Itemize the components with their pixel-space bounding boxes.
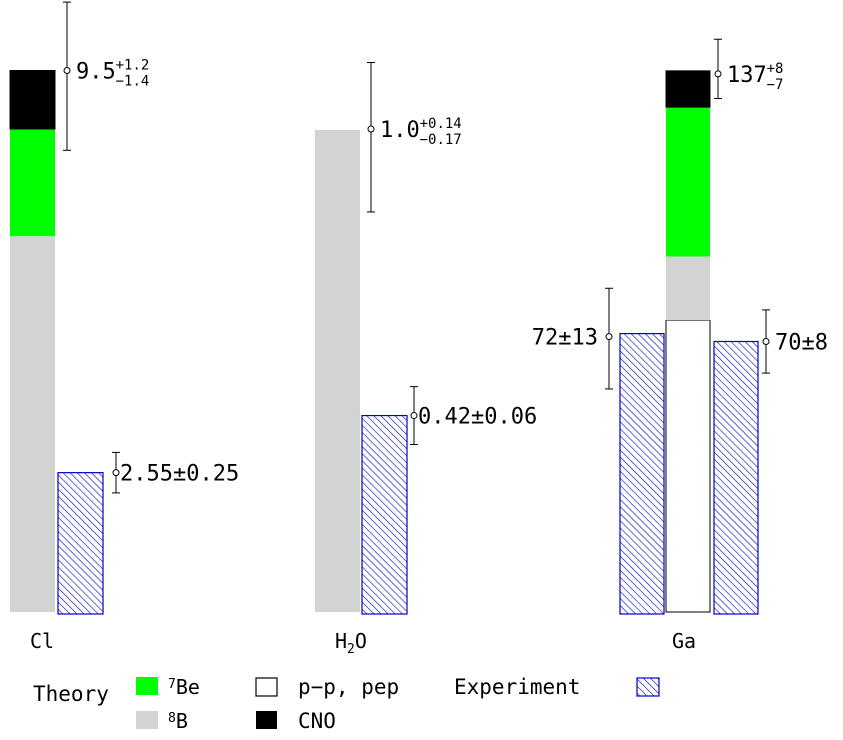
legend-swatch-pp [255,677,278,697]
legend-label-be7-mass: 7 [168,677,176,692]
theory-label-ga: 137 +8−7 [727,61,783,93]
x-label-ga: Ga [672,629,696,653]
legend-theory-label: Theory [33,682,109,706]
theory-error-ga-center [714,70,722,78]
measured-error-ga-b-center [762,338,770,345]
theory-bar-ga-b8 [666,256,710,321]
value-labels-layer: 9.5 +1.2−1.4 2.55±0.25 1.0 +0.14−0.17 0.42±0.… [76,58,828,487]
measured-bar-ga-b [713,340,759,615]
x-label-cl: Cl [30,629,54,653]
theory-bar-cl-b8 [10,236,55,612]
legend-swatch-b8 [136,711,158,729]
theory-label-h2o-sup: +0.14 [420,116,462,132]
measured-bar-h2o [361,414,408,615]
x-label-h2o-h: H [335,629,347,653]
theory-bar-ga-cno [665,70,711,108]
legend-label-b8-mass: 8 [168,711,176,726]
x-label-h2o-o: O [355,629,367,653]
legend-label-b8-sym: B [176,709,188,733]
x-label-h2o-sub: 2 [347,642,355,657]
error-bars-layer [63,1,770,494]
theory-label-cl-sup: +1.2 [116,58,150,74]
theory-label-ga-sub: −7 [767,77,784,93]
measured-bar-ga-a [619,333,665,615]
theory-label-ga-sup: +8 [767,61,784,77]
legend-label-pp: p−p, pep [298,675,399,699]
legend-label-be7-sym: Be [176,675,200,699]
theory-label-h2o-sub: −0.17 [420,132,462,148]
theory-bar-cl-be7 [10,128,55,237]
measured-label-cl: 2.55±0.25 [120,462,239,487]
theory-label-h2o-main: 1.0 [380,118,420,143]
legend-label-be7: 7Be [168,675,200,699]
theory-label-cl-main: 9.5 [76,60,116,85]
measured-label-h2o: 0.42±0.06 [418,405,537,430]
theory-label-cl: 9.5 +1.2−1.4 [76,58,149,90]
legend-label-cno: CNO [298,709,336,733]
x-label-h2o: H2O [335,629,367,657]
measured-bar-cl [57,472,104,615]
legend-swatch-be7 [136,677,158,695]
legend-swatch-cno [256,711,277,729]
theory-bar-cl-cno [9,70,56,130]
legend-experiment-label: Experiment [454,675,580,699]
measured-label-ga-a: 72±13 [532,326,598,351]
theory-error-cl-center [63,67,71,74]
measured-error-h2o-center [410,412,418,420]
theory-bar-ga-be7 [666,107,710,257]
theory-error-h2o-center [367,125,375,133]
x-axis-labels: Cl H2O Ga [30,629,696,657]
legend-label-b8: 8B [168,709,188,733]
theory-bar-ga-pp [665,319,711,613]
theory-label-cl-sub: −1.4 [116,74,150,90]
legend-swatch-experiment [636,677,660,697]
theory-label-ga-main: 137 [727,63,767,88]
theory-label-h2o: 1.0 +0.14−0.17 [380,116,462,148]
measured-label-ga-b: 70±8 [775,331,828,356]
theory-bar-h2o-b8 [315,130,360,612]
measured-error-ga-a-center [605,333,613,341]
measured-error-cl-center [112,469,120,477]
bars-layer [9,70,759,615]
